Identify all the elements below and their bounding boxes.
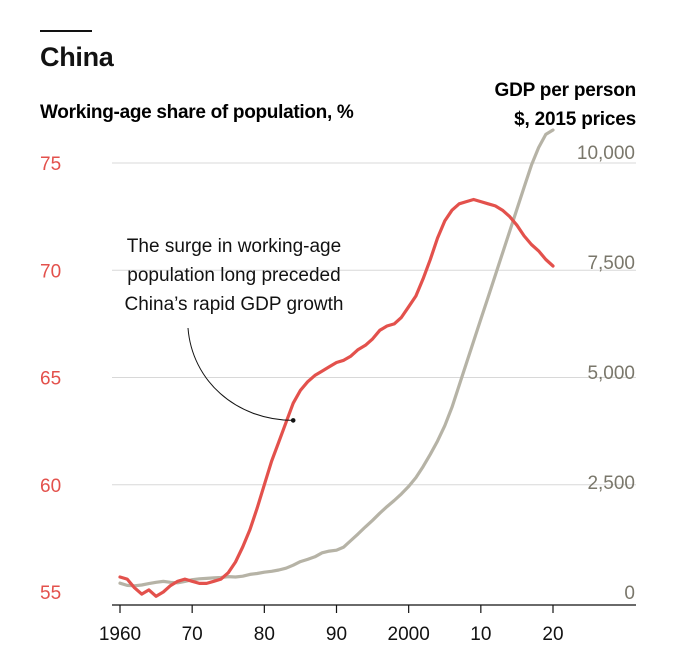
gdp-per-person-line <box>118 128 555 588</box>
series-lines <box>118 128 555 598</box>
right-axis-ticks: 0 2,500 5,000 7,500 10,000 <box>577 143 635 604</box>
right-tick-label: 5,000 <box>587 363 635 384</box>
chart-title: China <box>40 42 114 72</box>
x-tick-label: 2000 <box>388 624 430 645</box>
left-axis-label: Working-age share of population, % <box>40 102 354 123</box>
annotation-text-line: The surge in working-age <box>127 236 341 257</box>
left-tick-label: 55 <box>40 583 61 604</box>
x-tick-label: 1960 <box>99 624 141 645</box>
right-tick-label: 0 <box>624 583 635 604</box>
annotation-text-line: China’s rapid GDP growth <box>125 294 344 315</box>
annotation: The surge in working-age population long … <box>125 236 344 423</box>
left-tick-label: 60 <box>40 476 61 497</box>
x-tick-label: 70 <box>182 624 203 645</box>
annotation-text-line: population long preceded <box>127 265 340 286</box>
left-tick-label: 75 <box>40 154 61 175</box>
annotation-point <box>290 418 296 423</box>
right-tick-label: 2,500 <box>587 473 635 494</box>
x-tick-label: 90 <box>326 624 347 645</box>
gridlines <box>112 162 636 486</box>
x-tick-label: 10 <box>470 624 491 645</box>
right-axis-label-line2: $, 2015 prices <box>514 109 636 130</box>
x-tick-label: 80 <box>254 624 275 645</box>
right-axis-label-line1: GDP per person <box>494 80 637 101</box>
x-tick-label: 20 <box>542 624 563 645</box>
right-tick-label: 10,000 <box>577 143 635 164</box>
left-tick-label: 70 <box>40 261 61 282</box>
left-tick-label: 65 <box>40 369 61 390</box>
working-age-share-line <box>118 197 555 598</box>
right-tick-label: 7,500 <box>587 253 635 274</box>
left-axis-ticks: 55 60 65 70 75 <box>40 154 61 604</box>
annotation-leader-line <box>187 327 294 421</box>
right-axis-label: GDP per person $, 2015 prices <box>495 76 637 134</box>
title-rule <box>40 30 92 32</box>
x-axis: 1960 70 80 90 2000 10 20 <box>99 604 636 645</box>
